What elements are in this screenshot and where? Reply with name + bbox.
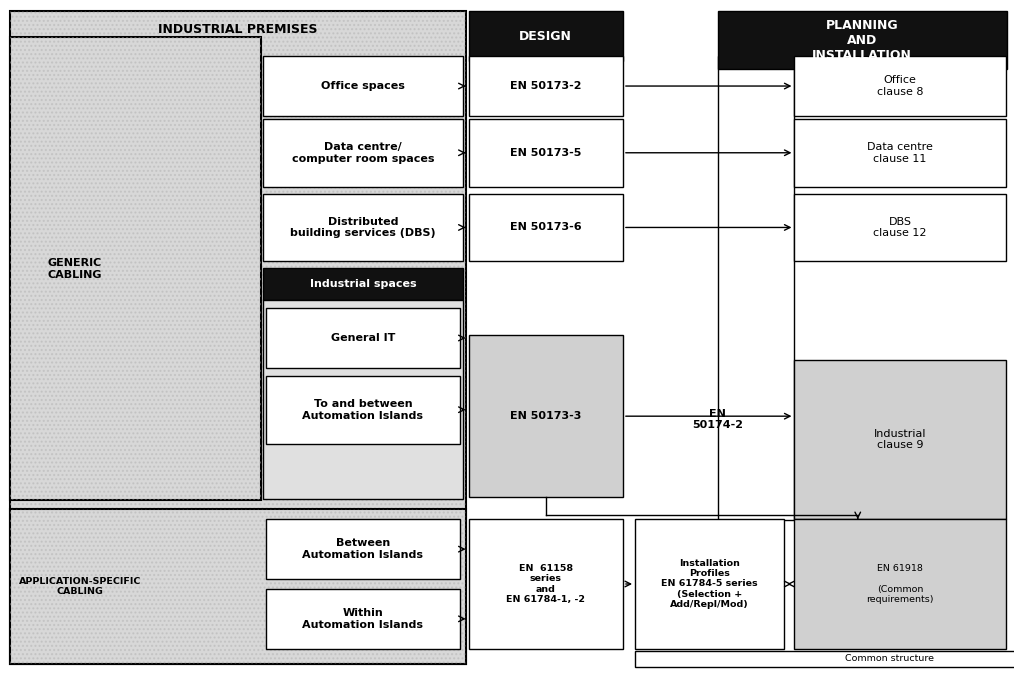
Text: DBS
clause 12: DBS clause 12 [873,217,927,238]
Bar [718,56,795,520]
Bar [263,300,463,499]
Bar [635,651,1015,666]
Bar [10,509,466,664]
Bar [10,509,466,664]
Bar [10,12,466,664]
Bar [266,589,460,649]
Bar [263,119,463,186]
Bar [795,360,1006,519]
Text: Data centre/
computer room spaces: Data centre/ computer room spaces [291,142,434,163]
Bar [263,56,463,116]
Text: GENERIC
CABLING: GENERIC CABLING [48,258,103,279]
Text: EN 50173-3: EN 50173-3 [511,411,582,421]
Text: Installation
Profiles
EN 61784-5 series
(Selection +
Add/Repl/Mod): Installation Profiles EN 61784-5 series … [662,559,758,610]
Text: APPLICATION-SPECIFIC
CABLING: APPLICATION-SPECIFIC CABLING [18,577,141,596]
Bar [469,119,623,186]
Bar [469,12,623,61]
Text: PLANNING
AND
INSTALLATION: PLANNING AND INSTALLATION [812,19,912,62]
Bar [795,519,1006,649]
Text: EN 50173-6: EN 50173-6 [510,222,582,233]
Bar [469,519,623,649]
Text: EN  61158
series
and
EN 61784-1, -2: EN 61158 series and EN 61784-1, -2 [506,564,586,604]
Bar [718,12,1007,69]
Text: EN 50173-2: EN 50173-2 [510,81,582,91]
Bar [635,519,785,649]
Bar [469,194,623,261]
Text: INDUSTRIAL PREMISES: INDUSTRIAL PREMISES [158,23,318,36]
Text: Industrial
clause 9: Industrial clause 9 [874,428,927,450]
Text: DESIGN: DESIGN [520,30,572,43]
Text: Within
Automation Islands: Within Automation Islands [302,608,423,630]
Text: Industrial spaces: Industrial spaces [310,279,416,290]
Bar [795,56,1006,116]
Bar [266,519,460,579]
Text: Office
clause 8: Office clause 8 [877,75,924,97]
Text: EN 50173-5: EN 50173-5 [511,148,582,158]
Bar [10,37,261,500]
Text: Distributed
building services (DBS): Distributed building services (DBS) [290,217,435,238]
Text: Office spaces: Office spaces [321,81,405,91]
Text: EN 61918

(Common
requirements): EN 61918 (Common requirements) [866,564,934,604]
Bar [266,308,460,368]
Bar [10,37,261,500]
Text: Data centre
clause 11: Data centre clause 11 [867,142,933,163]
Text: Common structure: Common structure [844,654,934,663]
Text: EN
50174-2: EN 50174-2 [692,409,743,431]
Bar [263,268,463,300]
Text: Between
Automation Islands: Between Automation Islands [302,538,423,560]
Text: General IT: General IT [331,333,395,343]
Text: To and between
Automation Islands: To and between Automation Islands [302,399,423,420]
Bar [10,12,466,664]
Bar [469,335,623,498]
Bar [469,56,623,116]
Bar [795,194,1006,261]
Bar [266,376,460,443]
Bar [263,194,463,261]
Bar [795,119,1006,186]
